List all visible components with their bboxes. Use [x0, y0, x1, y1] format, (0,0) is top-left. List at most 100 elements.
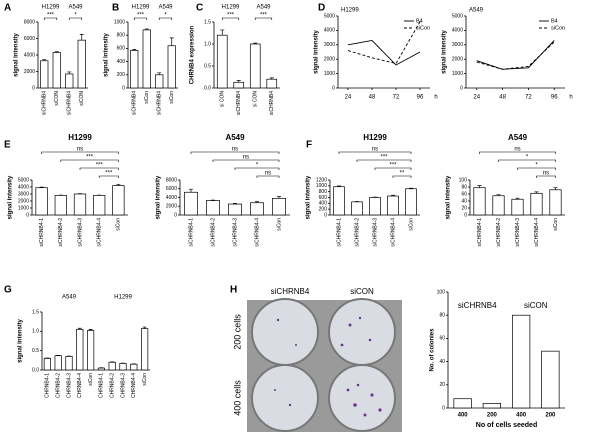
y-tick-label: 8000 [166, 177, 177, 183]
y-tick-label: 80 [461, 184, 467, 190]
chart-title: H1299 [68, 133, 92, 142]
dish [251, 364, 319, 432]
significance-bracket [356, 159, 412, 162]
legend-label: siCon [551, 25, 565, 31]
chart-title: H1299 [341, 8, 359, 14]
bar [52, 52, 61, 89]
y-tick-label: 1000 [324, 71, 335, 77]
photo-row-label: 200 cells [232, 314, 242, 350]
error-bar [255, 201, 259, 203]
error-bar [391, 194, 395, 197]
bar [141, 328, 149, 371]
x-tick-label: siCHRNB4-1 [188, 218, 194, 247]
error-bar [67, 71, 72, 74]
y-tick-label: 1200 [316, 177, 327, 183]
bar [250, 202, 264, 216]
y-axis-label: No. of colonies [430, 328, 436, 372]
significance-bracket [517, 167, 556, 170]
y-tick-label: 4000 [24, 52, 35, 58]
panel-letter: H [230, 285, 237, 296]
x-tick-label: siCHRNB4-3 [232, 218, 238, 247]
x-axis-label: h [434, 95, 437, 101]
group-label: H1299 [132, 5, 150, 11]
significance-label: *** [105, 171, 113, 177]
x-tick-label: siCHRNB4-4 [97, 218, 103, 247]
significance-bracket [338, 151, 412, 154]
line-series [476, 41, 555, 70]
x-tick-label: siCon [169, 91, 175, 104]
x-tick-label: 96 [417, 95, 424, 101]
photo-column-label: siCHRNB4 [271, 287, 310, 296]
significance-bracket [234, 167, 280, 170]
error-bar [157, 72, 162, 75]
y-tick-label: 400 [117, 59, 126, 65]
photo-row-label: 400 cells [232, 380, 242, 416]
x-tick-label: siCon [116, 218, 122, 231]
bar [473, 187, 486, 216]
y-tick-label: 3000 [18, 191, 29, 197]
significance-bracket [158, 17, 173, 20]
x-tick-label: siCHRNB4-2 [58, 218, 64, 247]
significance-bracket [536, 175, 556, 178]
y-tick-label: 80 [439, 313, 445, 319]
error-bar [77, 327, 82, 330]
y-tick-label: 0 [174, 212, 177, 218]
bar [65, 73, 74, 89]
error-bar [233, 203, 237, 205]
line-series [347, 21, 421, 65]
x-tick-label: siCHRNB4 [236, 91, 242, 115]
bar [541, 350, 560, 409]
bar [233, 81, 245, 89]
significance-label: ns [232, 147, 238, 153]
significance-bracket [68, 17, 83, 20]
x-tick-label: CHRNB4-2 [56, 373, 62, 398]
error-bar [515, 197, 520, 200]
y-tick-label: 0.5 [204, 63, 211, 69]
significance-bracket [60, 159, 119, 162]
x-tick-label: 400 [516, 413, 527, 419]
y-tick-label: 8000 [24, 19, 35, 25]
y-tick-label: 40 [461, 198, 467, 204]
y-axis-label: signal intensity [18, 319, 24, 363]
x-tick-label: 200 [545, 413, 556, 419]
x-tick-label: si CON [253, 91, 259, 108]
y-axis-label: signal intensity [314, 30, 320, 74]
panel-letter: A [4, 3, 11, 14]
y-tick-label: 0.0 [32, 367, 39, 373]
legend-label: B4 [551, 18, 558, 24]
bar [482, 403, 502, 409]
y-tick-label: 800 [117, 33, 126, 39]
x-tick-label: 48 [369, 95, 376, 101]
y-tick-label: 3000 [324, 42, 335, 48]
error-bar [553, 187, 558, 190]
x-tick-label: 200 [487, 413, 498, 419]
x-tick-label: siCHRNB4 [269, 91, 275, 115]
significance-label: *** [380, 155, 388, 161]
significance-label: *** [137, 13, 145, 19]
y-tick-label: 800 [319, 189, 328, 195]
group-label: H1299 [222, 5, 240, 11]
x-axis-label: h [569, 95, 572, 101]
x-tick-label: CHRNB4-3 [66, 373, 72, 398]
panel-letter: C [196, 3, 203, 14]
significance-bracket [98, 175, 119, 178]
x-tick-label: CHRNB4-1 [45, 373, 51, 398]
x-tick-label: siCHRNB4 [67, 91, 73, 115]
bar [40, 60, 49, 89]
y-axis-label: signal intensity [156, 175, 162, 219]
bar [43, 358, 51, 371]
bar [387, 195, 399, 216]
x-tick-label: siCON [54, 91, 60, 106]
y-tick-label: 1000 [452, 71, 463, 77]
error-bar [534, 191, 539, 194]
error-bar [277, 196, 281, 199]
x-tick-label: siCHRNB4-3 [372, 218, 378, 247]
y-tick-label: 2000 [452, 57, 463, 63]
significance-bracket [392, 175, 412, 178]
y-axis-label: signal intensity [446, 175, 452, 219]
y-tick-label: 5000 [324, 13, 335, 19]
bar [272, 198, 286, 216]
bar [511, 198, 524, 216]
significance-bracket [254, 17, 273, 20]
significance-label: ns [514, 147, 520, 153]
